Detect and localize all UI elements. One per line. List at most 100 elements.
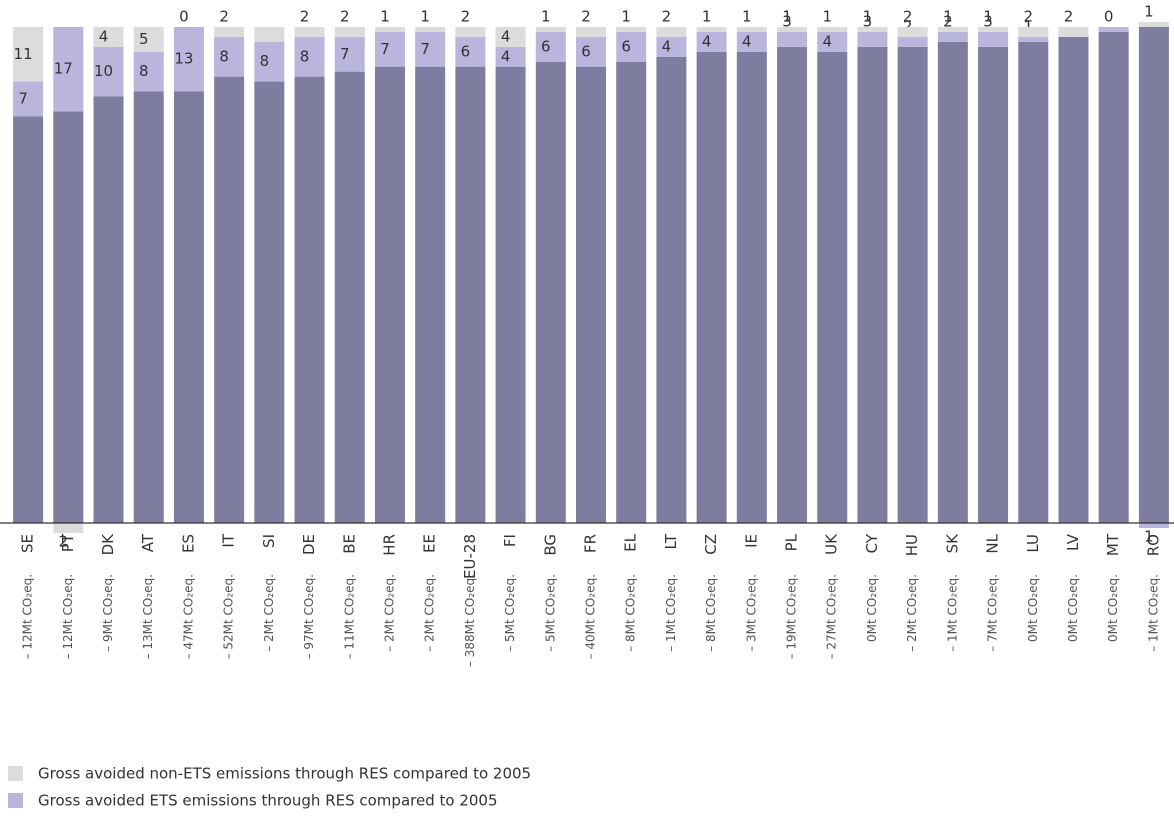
bar-segment xyxy=(817,27,848,32)
bar-segment xyxy=(696,31,727,52)
bar-segment xyxy=(495,27,526,47)
value-label: 1 xyxy=(863,8,873,26)
x-tick-label: ES xyxy=(179,534,197,553)
x-tick-label: EU-28 xyxy=(461,534,479,579)
value-label: 1 xyxy=(1144,527,1154,545)
bar-segment xyxy=(53,27,84,112)
category-note: – 12Mt CO₂eq. xyxy=(61,574,75,659)
value-label: 0 xyxy=(1104,8,1114,26)
bar-segment xyxy=(334,36,365,72)
value-label: 1 xyxy=(1144,3,1154,21)
bar-segment xyxy=(254,81,285,523)
x-tick-label: RO xyxy=(1144,534,1162,556)
value-label: 3 xyxy=(983,12,993,30)
category-note: – 52Mt CO₂eq. xyxy=(222,574,236,659)
x-tick-label: IE xyxy=(742,534,760,548)
bar-segment xyxy=(1138,27,1169,523)
bar-segment xyxy=(656,27,687,37)
value-label: 17 xyxy=(54,60,73,78)
value-label: 4 xyxy=(742,32,752,50)
bar-segment xyxy=(978,31,1009,47)
bar-segment xyxy=(254,41,285,82)
value-label: 11 xyxy=(14,45,33,63)
bar-segment xyxy=(1138,22,1169,27)
x-tick-label: SI xyxy=(260,534,278,548)
category-note: – 19Mt CO₂eq. xyxy=(785,574,799,659)
bar-segment xyxy=(696,27,727,32)
bar-segment xyxy=(294,36,325,77)
x-tick-label: MT xyxy=(1104,533,1122,556)
bar-segment xyxy=(334,27,365,37)
x-tick-label: LU xyxy=(1024,534,1042,553)
bar-segment xyxy=(214,36,245,77)
bar-segment xyxy=(777,27,808,32)
category-note: – 97Mt CO₂eq. xyxy=(302,574,316,659)
x-tick-label: LV xyxy=(1064,533,1082,551)
value-label: 2 xyxy=(340,8,350,26)
value-label: 8 xyxy=(300,47,310,65)
category-note: – 2Mt CO₂eq. xyxy=(423,574,437,652)
value-label: 8 xyxy=(139,62,149,80)
bar-segment xyxy=(616,61,647,523)
bar-segment xyxy=(334,71,365,523)
bar-segment xyxy=(495,66,526,524)
bar-segment xyxy=(656,36,687,57)
x-tick-label: HR xyxy=(380,534,398,556)
bar-segment xyxy=(455,66,486,524)
x-tick-label: EL xyxy=(622,533,640,551)
bar-segment xyxy=(817,51,848,524)
bar-segment xyxy=(13,81,44,117)
value-label: 4 xyxy=(662,37,672,55)
bar-segment xyxy=(173,91,204,523)
category-note: – 27Mt CO₂eq. xyxy=(825,574,839,659)
bar-segment xyxy=(736,51,767,524)
legend-label: Gross avoided ETS emissions through RES … xyxy=(38,792,498,810)
value-label: 4 xyxy=(822,32,832,50)
category-note: – 9Mt CO₂eq. xyxy=(101,574,115,652)
value-label: 2 xyxy=(903,8,913,26)
bar-segment xyxy=(937,41,968,523)
bar-segment xyxy=(535,61,566,523)
category-note: – 8Mt CO₂eq. xyxy=(704,574,718,652)
bar-segment xyxy=(214,27,245,37)
legend-swatch xyxy=(8,766,23,781)
bar-segment xyxy=(937,27,968,32)
bar-segment xyxy=(1138,523,1169,528)
value-label: 2 xyxy=(461,8,471,26)
x-tick-label: AT xyxy=(139,533,157,552)
bar-segment xyxy=(897,36,928,47)
category-note: – 5Mt CO₂eq. xyxy=(503,574,517,652)
x-tick-label: DK xyxy=(99,533,117,556)
bar-segment xyxy=(374,27,405,32)
bar-segment xyxy=(374,66,405,524)
value-label: 2 xyxy=(581,8,591,26)
bar-segment xyxy=(857,31,888,47)
value-label: 1 xyxy=(380,8,390,26)
bar-segment xyxy=(736,31,767,52)
x-tick-label: EE xyxy=(421,534,439,553)
bar-segment xyxy=(133,91,164,523)
category-note: – 1Mt CO₂eq. xyxy=(1146,574,1160,652)
value-label: 4 xyxy=(702,32,712,50)
bar-segment xyxy=(455,27,486,37)
bar-segment xyxy=(214,76,245,523)
bar-segment xyxy=(13,27,44,82)
value-label: 2 xyxy=(1064,8,1074,26)
bar-segment xyxy=(13,116,44,523)
value-label: 1 xyxy=(702,8,712,26)
x-tick-label: SE xyxy=(19,534,37,553)
bar-segment xyxy=(1018,27,1049,37)
x-tick-label: BG xyxy=(541,534,559,556)
value-label: 1 xyxy=(742,8,752,26)
bar-segment xyxy=(616,27,647,32)
value-label: 3 xyxy=(863,12,873,30)
bar-segment xyxy=(1058,36,1089,524)
category-note: – 1Mt CO₂eq. xyxy=(664,574,678,652)
value-label: 2 xyxy=(219,8,229,26)
category-note: – 388Mt CO₂eq. xyxy=(463,574,477,667)
value-label: 2 xyxy=(59,532,69,550)
value-label: 1 xyxy=(420,8,430,26)
value-label: 2 xyxy=(662,8,672,26)
bar-segment xyxy=(53,523,84,533)
category-note: – 13Mt CO₂eq. xyxy=(141,574,155,659)
